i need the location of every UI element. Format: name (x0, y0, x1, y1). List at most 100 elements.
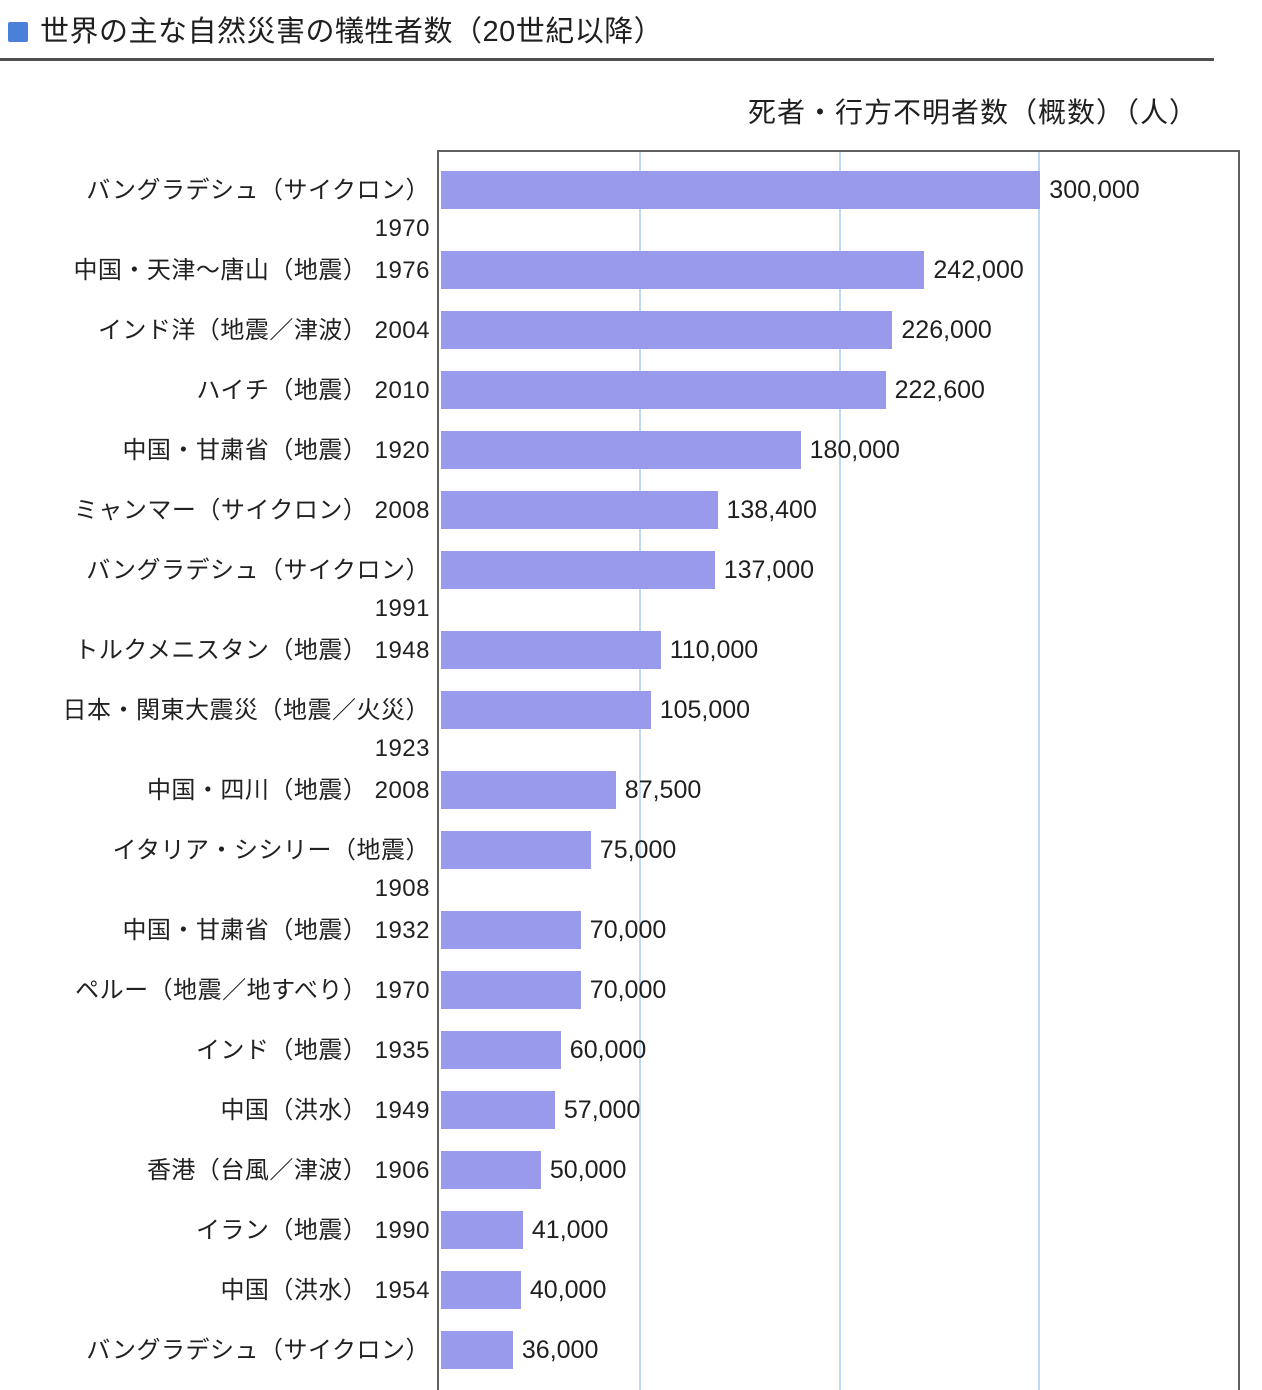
row-year: 2008 (367, 777, 430, 804)
bar (441, 911, 581, 949)
bar (441, 431, 801, 469)
bar-cell: 70,000 (439, 890, 1262, 950)
bar-cell: 41,000 (439, 1190, 1262, 1250)
bar (441, 1031, 561, 1069)
bar-value-label: 105,000 (659, 696, 751, 724)
chart-row: ハイチ（地震） 2010 222,600 (0, 350, 1262, 410)
row-year: 1990 (367, 1217, 430, 1244)
row-disaster-name: バングラデシュ（サイクロン） (86, 177, 430, 204)
bar-cell: 137,000 (439, 530, 1262, 610)
row-year: 1976 (367, 257, 430, 284)
chart-rows: バングラデシュ（サイクロン） 1970 300,000 中国・天津〜唐山（地震） 19… (0, 150, 1262, 1390)
row-disaster-name: 中国・甘粛省（地震） (122, 437, 368, 464)
row-year: 2004 (367, 317, 430, 344)
row-disaster-name: イタリア・シシリー（地震） (112, 837, 430, 864)
row-label: ミャンマー（サイクロン） 2008 (0, 470, 439, 530)
bar-value-label: 222,600 (894, 376, 985, 404)
bar-cell: 300,000 (439, 150, 1262, 230)
gridline-100000 (638, 152, 641, 1390)
bar-value-label: 40,000 (529, 1276, 607, 1304)
row-disaster-name: イラン（地震） (195, 1217, 368, 1244)
chart-row: 中国・甘粛省（地震） 1920 180,000 (0, 410, 1262, 470)
bar (441, 491, 718, 529)
bar (441, 371, 886, 409)
row-year: 2010 (367, 377, 430, 404)
row-label: バングラデシュ（サイクロン） 1991 (0, 530, 439, 622)
row-year: 1932 (367, 917, 430, 944)
bar-value-label: 87,500 (624, 776, 702, 804)
bar (441, 631, 661, 669)
bar-cell: 50,000 (439, 1130, 1262, 1190)
chart-row: 日本・関東大震災（地震／火災） 1923 105,000 (0, 670, 1262, 762)
bar (441, 691, 651, 729)
bar-cell: 110,000 (439, 610, 1262, 670)
row-disaster-name: 中国・天津〜唐山（地震） (73, 257, 368, 284)
row-disaster-name: 中国（洪水） (220, 1097, 368, 1124)
row-year: 1920 (367, 437, 430, 464)
row-label: イタリア・シシリー（地震） 1908 (0, 810, 439, 902)
bar-value-label: 180,000 (809, 436, 900, 464)
row-label: 中国・甘粛省（地震） 1920 (0, 410, 439, 470)
bar-cell: 60,000 (439, 1010, 1262, 1070)
row-year: 1954 (367, 1277, 430, 1304)
row-year: 1991 (374, 595, 430, 622)
bar-cell: 222,600 (439, 350, 1262, 410)
chart-row: バングラデシュ（サイクロン） 1991 137,000 (0, 530, 1262, 622)
chart-row: インド（地震） 1935 60,000 (0, 1010, 1262, 1070)
chart-header: 世界の主な自然災害の犠牲者数（20世紀以降） (0, 0, 1262, 48)
bar-value-label: 226,000 (901, 316, 992, 344)
value-axis-title: 死者・行方不明者数（概数）（人） (747, 97, 1198, 128)
title-underline (0, 58, 1214, 61)
row-disaster-name: トルクメニスタン（地震） (74, 637, 368, 664)
row-year: 1948 (367, 637, 430, 664)
row-disaster-name: ミャンマー（サイクロン） (73, 497, 368, 524)
bar-cell: 75,000 (439, 810, 1262, 890)
row-disaster-name: インド（地震） (195, 1037, 368, 1064)
chart-row: 香港（台風／津波） 1906 50,000 (0, 1130, 1262, 1190)
row-year: 1923 (374, 735, 430, 762)
bar-value-label: 41,000 (531, 1216, 609, 1244)
bar-cell: 70,000 (439, 950, 1262, 1010)
chart-row: イタリア・シシリー（地震） 1908 75,000 (0, 810, 1262, 902)
chart-row: 中国（洪水） 1949 57,000 (0, 1070, 1262, 1130)
bar (441, 171, 1041, 209)
row-disaster-name: バングラデシュ（サイクロン） (86, 557, 430, 584)
bar-cell: 226,000 (439, 290, 1262, 350)
gridline-200000 (838, 152, 841, 1390)
bar-cell: 242,000 (439, 230, 1262, 290)
bar-chart: バングラデシュ（サイクロン） 1970 300,000 中国・天津〜唐山（地震） 19… (0, 150, 1262, 1390)
row-year: 1970 (374, 215, 430, 242)
bar-value-label: 110,000 (669, 636, 759, 664)
row-label: ハイチ（地震） 2010 (0, 350, 439, 410)
chart-row: 中国（洪水） 1954 40,000 (0, 1250, 1262, 1310)
row-label: 中国・甘粛省（地震） 1932 (0, 890, 439, 950)
page-title: 世界の主な自然災害の犠牲者数（20世紀以降） (40, 16, 664, 48)
chart-row: トルクメニスタン（地震） 1948 110,000 (0, 610, 1262, 670)
bar (441, 1211, 523, 1249)
bar-value-label: 50,000 (549, 1156, 627, 1184)
row-label: 中国・天津〜唐山（地震） 1976 (0, 230, 439, 290)
bar-cell: 36,000 (439, 1310, 1262, 1390)
row-year: 1970 (367, 977, 430, 1004)
row-label: インド（地震） 1935 (0, 1010, 439, 1070)
bar (441, 1331, 513, 1369)
chart-row: 中国・天津〜唐山（地震） 1976 242,000 (0, 230, 1262, 290)
bar-value-label: 300,000 (1049, 176, 1140, 204)
row-year: 2008 (367, 497, 430, 524)
row-disaster-name: ハイチ（地震） (196, 377, 368, 404)
row-label: バングラデシュ（サイクロン） (0, 1310, 439, 1390)
bar (441, 251, 925, 289)
plot-frame (437, 150, 1240, 1390)
gridline-300000 (1038, 152, 1041, 1390)
row-label: 中国（洪水） 1949 (0, 1070, 439, 1130)
bar (441, 831, 591, 869)
bar-value-label: 70,000 (589, 976, 667, 1004)
bar (441, 551, 715, 589)
row-disaster-name: 日本・関東大震災（地震／火災） (62, 697, 430, 724)
row-disaster-name: ペルー（地震／地すべり） (75, 977, 368, 1004)
row-disaster-name: 香港（台風／津波） (146, 1157, 368, 1184)
row-label: 香港（台風／津波） 1906 (0, 1130, 439, 1190)
bar (441, 1271, 521, 1309)
bar-cell: 57,000 (439, 1070, 1262, 1130)
row-label: ペルー（地震／地すべり） 1970 (0, 950, 439, 1010)
